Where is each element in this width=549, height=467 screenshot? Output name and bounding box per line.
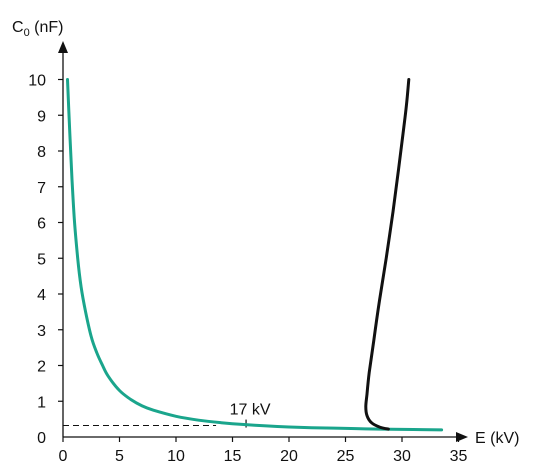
x-axis-label: E (kV) xyxy=(475,430,519,447)
y-tick-label: 2 xyxy=(37,359,46,376)
y-tick-label: 1 xyxy=(37,394,46,411)
x-tick-label: 5 xyxy=(115,448,124,465)
y-tick-label: 10 xyxy=(28,73,46,90)
annotation-label: 17 kV xyxy=(230,402,271,419)
y-axis-label-unit: (nF) xyxy=(30,19,64,36)
x-tick-label: 10 xyxy=(167,448,185,465)
x-tick-label: 30 xyxy=(393,448,411,465)
y-tick-label: 7 xyxy=(37,180,46,197)
x-tick-label: 20 xyxy=(280,448,298,465)
axes xyxy=(58,41,468,442)
ticks: 0 5 10 15 20 25 30 35 0 1 2 3 4 5 6 7 8 9 10 xyxy=(28,73,467,466)
series-line-green xyxy=(66,78,444,432)
y-tick-label: 3 xyxy=(37,323,46,340)
y-tick-label: 6 xyxy=(37,216,46,233)
series-layer xyxy=(66,78,444,432)
y-tick-label: 9 xyxy=(37,108,46,125)
y-axis-arrow xyxy=(58,41,68,53)
y-tick-label: 4 xyxy=(37,287,46,304)
y-axis-label-main: C xyxy=(12,19,24,36)
y-tick-label: 5 xyxy=(37,251,46,268)
x-axis-arrow xyxy=(456,432,468,442)
y-axis-label-sub: 0 xyxy=(24,27,30,39)
x-tick-label: 0 xyxy=(59,448,68,465)
y-tick-label: 8 xyxy=(37,144,46,161)
y-tick-label: 0 xyxy=(37,430,46,447)
x-tick-label: 35 xyxy=(450,448,468,465)
series-line-black xyxy=(364,78,411,431)
y-axis-label: C0 (nF) xyxy=(12,19,63,39)
x-tick-label: 25 xyxy=(337,448,355,465)
x-tick-label: 15 xyxy=(224,448,242,465)
